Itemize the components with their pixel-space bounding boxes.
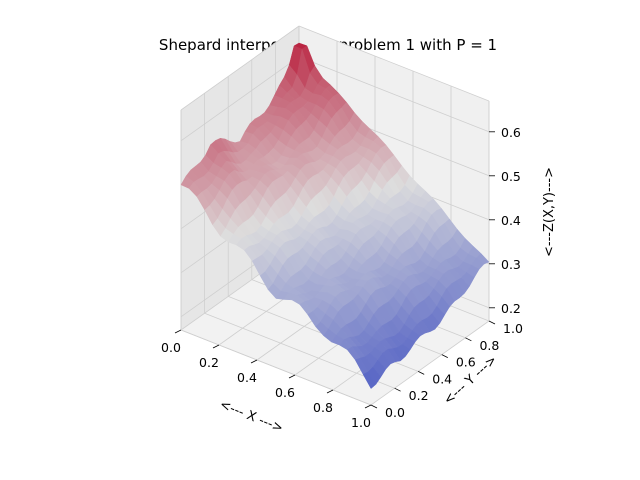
z-axis-label: <---Z(X,Y)---> — [542, 167, 557, 257]
x-tick-label: 0.0 — [161, 340, 181, 355]
x-tick-mark — [250, 359, 258, 364]
x-tick-mark — [288, 374, 296, 379]
axis-ticks: 0.00.20.40.60.81.00.00.20.40.60.81.00.20… — [161, 125, 523, 430]
y-tick-mark — [394, 387, 401, 392]
y-tick-mark — [441, 354, 448, 358]
pane-edge — [180, 25, 300, 111]
x-tick-label: 0.6 — [275, 385, 295, 400]
y-tick-label: 0.4 — [432, 371, 452, 386]
x-tick-mark — [326, 389, 334, 394]
y-tick-label: 0.6 — [456, 355, 476, 370]
x-tick-label: 0.4 — [237, 370, 257, 385]
z-tick-label: 0.2 — [501, 301, 521, 316]
y-tick-label: 1.0 — [503, 321, 523, 336]
x-tick-mark — [174, 329, 182, 334]
left-grid-z — [180, 56, 300, 142]
z-tick-label: 0.4 — [501, 213, 521, 228]
z-tick-label: 0.5 — [501, 169, 521, 184]
x-tick-label: 0.8 — [313, 400, 333, 415]
x-tick-label: 0.2 — [199, 355, 219, 370]
x-tick-label: 1.0 — [351, 415, 371, 430]
surface-facet — [362, 371, 377, 389]
y-tick-label: 0.0 — [385, 405, 405, 420]
back-grid-z — [298, 56, 490, 133]
pane-edge — [180, 329, 372, 406]
y-tick-mark — [370, 404, 378, 409]
y-tick-mark — [418, 371, 425, 375]
x-tick-mark — [212, 344, 220, 349]
z-tick-label: 0.3 — [501, 257, 521, 272]
x-tick-mark — [364, 404, 372, 409]
x-axis-label: <--- X ---> — [217, 397, 285, 436]
y-tick-mark — [488, 320, 496, 325]
z-tick-label: 0.6 — [501, 125, 521, 140]
floor-grid-y — [204, 312, 395, 389]
pane-edge — [298, 25, 490, 102]
floor-grid-x — [370, 320, 490, 406]
y-tick-label: 0.8 — [479, 338, 499, 353]
surface — [180, 42, 490, 389]
y-tick-label: 0.2 — [409, 388, 429, 403]
y-tick-mark — [465, 337, 472, 342]
